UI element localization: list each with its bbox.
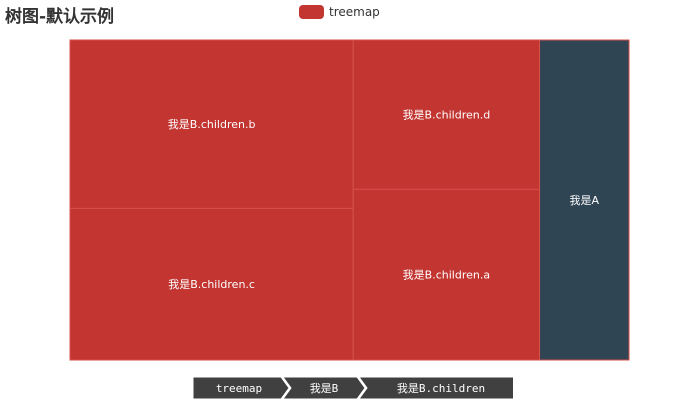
treemap-label: 我是B.children.d	[403, 109, 491, 122]
breadcrumb-item[interactable]: 我是B.children	[358, 377, 513, 399]
legend-item-treemap[interactable]: treemap	[299, 5, 380, 19]
breadcrumb: treemap 我是B 我是B.children	[193, 377, 513, 399]
treemap-rect	[352, 39, 541, 190]
breadcrumb-label: treemap	[216, 382, 262, 395]
legend-label: treemap	[329, 5, 380, 19]
breadcrumb-item[interactable]: 我是B	[282, 377, 366, 399]
breadcrumb-shape	[358, 377, 513, 399]
breadcrumb-shape	[193, 377, 290, 399]
treemap-rect	[539, 39, 630, 361]
treemap-label: 我是B.children.c	[168, 278, 255, 291]
breadcrumb-shape	[282, 377, 366, 399]
treemap-label: 我是A	[570, 194, 600, 207]
breadcrumb-item[interactable]: treemap	[193, 377, 290, 399]
breadcrumb-label: 我是B	[310, 382, 339, 395]
treemap-rect	[69, 39, 354, 209]
treemap-rect	[352, 188, 541, 361]
treemap-node[interactable]: 我是B.children.d	[352, 39, 541, 190]
chart-title: 树图-默认示例	[5, 7, 115, 27]
treemap-node[interactable]: 我是B.children.a	[352, 188, 541, 361]
treemap-label: 我是B.children.b	[168, 118, 256, 131]
treemap-rect	[69, 207, 354, 361]
legend-swatch	[299, 5, 324, 19]
treemap-node[interactable]: 我是B.children.c	[69, 207, 354, 361]
treemap-label: 我是B.children.a	[403, 269, 490, 282]
treemap-node[interactable]: 我是B.children.b	[69, 39, 354, 209]
breadcrumb-label: 我是B.children	[397, 382, 485, 395]
treemap-node[interactable]: 我是A	[539, 39, 630, 361]
